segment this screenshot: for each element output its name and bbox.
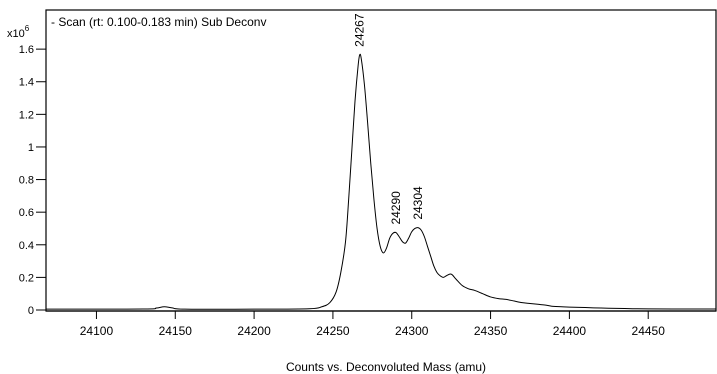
y-tick-label: 0.8 (19, 175, 34, 187)
x-tick-label: 24250 (316, 324, 350, 338)
x-axis-label: Counts vs. Deconvoluted Mass (amu) (286, 360, 486, 374)
peak-label: 24304 (411, 186, 425, 220)
peak-label: 24290 (389, 191, 403, 225)
x-axis-ticks: 24100 24150 24200 24250 24300 24350 24400 24450 (80, 311, 665, 338)
x-tick-label: 24100 (80, 324, 114, 338)
peak-labels: 24267 24290 24304 (353, 13, 425, 224)
x-tick-label: 24350 (474, 324, 508, 338)
y-multiplier: x106 (7, 24, 30, 40)
x-tick-label: 24400 (553, 324, 587, 338)
y-tick-label: 1.6 (19, 44, 34, 56)
x-tick-label: 24150 (159, 324, 193, 338)
y-axis-ticks: 0 0.2 0.4 0.6 0.8 1 1.2 1.4 1.6 (19, 44, 46, 317)
series-line (45, 53, 717, 310)
peak-label: 24267 (353, 13, 367, 47)
y-tick-label: 1 (28, 142, 34, 154)
y-tick-label: 0 (28, 305, 34, 317)
plot-frame (45, 9, 717, 312)
chart-title: - Scan (rt: 0.100-0.183 min) Sub Deconv (51, 15, 266, 29)
y-tick-label: 1.2 (19, 109, 34, 121)
x-tick-label: 24300 (395, 324, 429, 338)
y-tick-label: 1.4 (19, 77, 34, 89)
y-tick-label: 0.4 (19, 240, 34, 252)
x-tick-label: 24450 (632, 324, 666, 338)
x-tick-label: 24200 (237, 324, 271, 338)
y-tick-label: 0.6 (19, 207, 34, 219)
y-tick-label: 0.2 (19, 272, 34, 284)
